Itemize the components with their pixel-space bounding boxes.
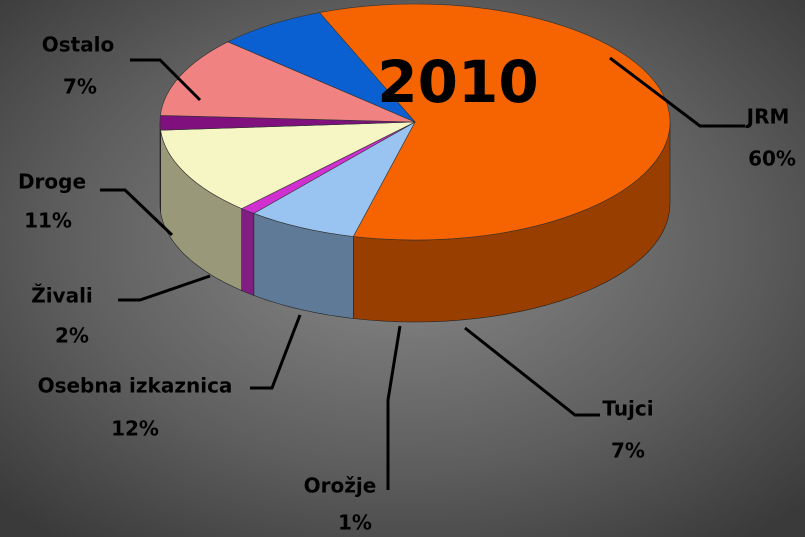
slice-label: JRM — [745, 105, 790, 129]
slice-label: Orožje — [304, 474, 377, 498]
slice-side — [242, 209, 254, 296]
slice-label: Tujci — [602, 397, 653, 421]
chart-title: 2010 — [377, 48, 538, 116]
slice-label: Živali — [31, 284, 93, 308]
value-label: 7% — [63, 75, 97, 99]
value-label: 12% — [111, 417, 159, 441]
value-label: 2% — [55, 324, 89, 348]
value-label: 11% — [24, 209, 72, 233]
slice-label: Ostalo — [42, 33, 115, 57]
slice-label: Osebna izkaznica — [38, 374, 233, 398]
slice-label: Droge — [18, 170, 86, 194]
value-label: 1% — [338, 511, 372, 535]
slice-side — [160, 122, 161, 212]
value-label: 60% — [748, 147, 796, 171]
value-label: 7% — [611, 439, 645, 463]
page: {"chart_data": {"type": "pie3d", "title"… — [0, 0, 805, 537]
chart: JRM 60% Tujci 7% Orožje 1% Osebna izkaznica 12%… — [0, 0, 805, 537]
